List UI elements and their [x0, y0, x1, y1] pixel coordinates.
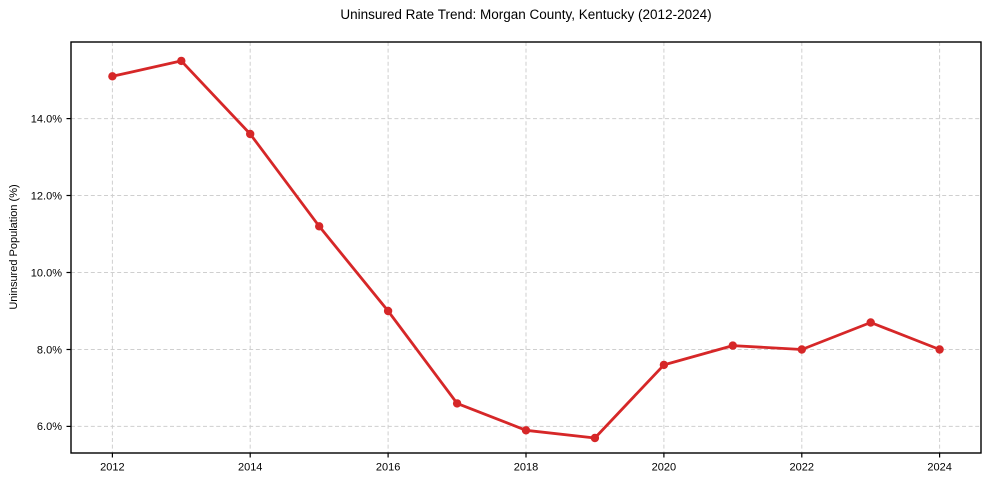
- data-point: [728, 341, 737, 350]
- y-tick-label: 8.0%: [37, 344, 62, 356]
- data-point: [866, 318, 875, 327]
- data-point: [383, 306, 393, 316]
- data-point: [797, 345, 806, 354]
- data-point: [177, 56, 186, 66]
- data-point: [521, 426, 531, 435]
- x-tick-label: 2022: [790, 462, 814, 474]
- x-tick-label: 2014: [238, 462, 262, 474]
- x-tick-label: 2020: [652, 462, 676, 474]
- y-tick-label: 14.0%: [31, 113, 62, 125]
- data-point: [246, 129, 255, 139]
- y-tick-label: 12.0%: [31, 190, 62, 202]
- data-point: [935, 345, 944, 354]
- x-tick-label: 2012: [100, 462, 124, 474]
- x-tick-label: 2024: [927, 462, 951, 474]
- data-point: [108, 72, 117, 81]
- data-point: [659, 360, 669, 370]
- data-point: [315, 222, 324, 231]
- x-tick-label: 2018: [514, 462, 538, 474]
- y-tick-label: 6.0%: [37, 421, 62, 433]
- x-tick-label: 2016: [376, 462, 400, 474]
- chart-title: Uninsured Rate Trend: Morgan County, Ken…: [340, 7, 712, 22]
- data-point: [590, 433, 600, 443]
- y-axis-label: Uninsured Population (%): [8, 184, 20, 310]
- data-point: [452, 399, 462, 408]
- y-tick-label: 10.0%: [31, 267, 62, 279]
